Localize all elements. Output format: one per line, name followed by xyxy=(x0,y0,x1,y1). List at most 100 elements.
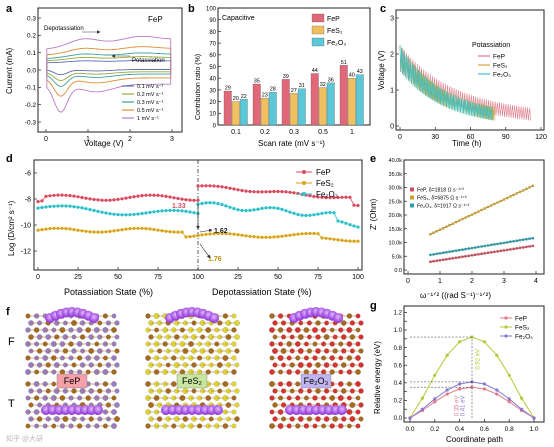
fes2-point xyxy=(276,235,280,239)
d-right-xtick-label: 25 xyxy=(234,274,242,281)
data-point xyxy=(509,248,512,251)
fes2-point xyxy=(344,239,348,243)
fe2o3-point xyxy=(68,204,72,208)
legend-marker xyxy=(504,334,508,338)
c-xtick-label: 90 xyxy=(502,134,510,141)
fep-point xyxy=(120,197,124,201)
legend-text: 0.1 mV s⁻¹ xyxy=(137,84,164,90)
fes2-point xyxy=(300,232,304,236)
energy-point xyxy=(445,388,449,392)
data-point xyxy=(493,250,496,254)
data-point xyxy=(509,195,512,198)
fep-point xyxy=(324,196,328,200)
arrow-162 xyxy=(199,228,213,233)
panel-c-frame xyxy=(395,9,545,131)
a-ytick-label: 0.0 xyxy=(27,67,36,74)
material-badge-label: Fe₂O₃ xyxy=(304,376,329,386)
fes2-point xyxy=(280,234,284,238)
fes2-point xyxy=(124,227,128,231)
fes2-point xyxy=(264,235,268,239)
fep-point xyxy=(80,195,84,200)
fe2o3-point xyxy=(176,209,180,213)
fe2o3-point xyxy=(312,213,316,217)
panel-b-xlabel: Scan rate (mV s⁻¹) xyxy=(258,139,325,148)
fep-point xyxy=(224,185,228,190)
b-xtick-label: 0.2 xyxy=(260,129,270,136)
panel-g: g 0.92 eV 0.35 eV 0.41 eV FeP FeS₂ Fe₂O₃ 0.0… xyxy=(370,300,545,444)
fe2o3-point xyxy=(244,209,248,213)
fep-point xyxy=(228,186,232,190)
fe2o3-point xyxy=(264,206,268,210)
fep-point xyxy=(44,194,48,198)
data-point xyxy=(486,205,490,209)
legend-text: FeS₂ xyxy=(316,179,334,188)
fe2o3-point xyxy=(192,211,196,215)
atom xyxy=(234,402,240,408)
b-ytick-label: 60 xyxy=(209,53,216,59)
b-ytick-label: 10 xyxy=(209,112,216,118)
data-point xyxy=(483,252,486,255)
c-ytick-label: 0 xyxy=(390,123,394,130)
data-point xyxy=(467,254,470,257)
atom xyxy=(231,423,237,429)
fep-point xyxy=(356,203,360,208)
energy-point xyxy=(495,353,499,357)
fe2o3-point xyxy=(304,213,308,218)
fe2o3-point xyxy=(64,204,68,208)
bar xyxy=(339,65,348,126)
data-point xyxy=(451,222,454,225)
legend-marker xyxy=(504,325,508,329)
atom xyxy=(114,320,120,326)
data-point xyxy=(496,201,499,204)
data-point xyxy=(445,258,448,261)
fe2o3-point xyxy=(180,209,184,213)
g-ytick-label: 0.6 xyxy=(394,363,403,369)
fes2-point xyxy=(336,238,340,242)
atom xyxy=(114,402,120,408)
fes2-point xyxy=(208,232,212,236)
data-point xyxy=(531,184,534,187)
data-point xyxy=(502,198,506,201)
g-ytick-label: 0.4 xyxy=(394,381,403,387)
fes2-point xyxy=(180,230,184,234)
fe2o3-point xyxy=(200,201,204,206)
e-xtick-label: 0 xyxy=(406,278,410,285)
fes2-point xyxy=(304,232,308,236)
fe2o3-point xyxy=(352,224,356,228)
data-point xyxy=(442,227,445,230)
bar xyxy=(268,92,277,126)
bar xyxy=(289,93,298,126)
atom xyxy=(358,402,364,408)
d-right-xtick-label: 50 xyxy=(274,274,282,281)
atom xyxy=(111,395,117,401)
fep-point xyxy=(40,199,44,203)
legend-swatch xyxy=(311,25,325,35)
data-point xyxy=(525,238,528,241)
fes2-point xyxy=(96,230,100,234)
fep-point xyxy=(244,189,248,193)
fes2-point xyxy=(72,228,76,232)
data-point xyxy=(470,213,474,216)
g-xtick-label: 0.4 xyxy=(455,426,464,433)
row-label-t: T xyxy=(8,398,15,410)
fes2-point xyxy=(212,232,216,236)
legend-text: Fe₂O₃ xyxy=(515,333,533,340)
fep-point xyxy=(152,193,156,197)
fe2o3-point xyxy=(56,204,60,208)
energy-point xyxy=(507,400,511,404)
panel-g-frame xyxy=(403,305,545,423)
energy-point xyxy=(458,340,462,344)
bar-label: 32 xyxy=(320,82,326,88)
fep-point xyxy=(184,198,188,202)
data-point xyxy=(480,252,483,255)
gitt-curves xyxy=(399,44,531,121)
data-point xyxy=(454,249,458,252)
panel-c-legend-title: Potassiation xyxy=(472,42,510,49)
fe2o3-point xyxy=(288,210,292,214)
atom xyxy=(355,369,361,375)
data-point xyxy=(506,248,509,252)
fe2o3-point xyxy=(76,205,80,209)
fep-point xyxy=(288,190,292,194)
fes2-point xyxy=(164,229,168,233)
c-xtick-label: 120 xyxy=(535,134,547,141)
